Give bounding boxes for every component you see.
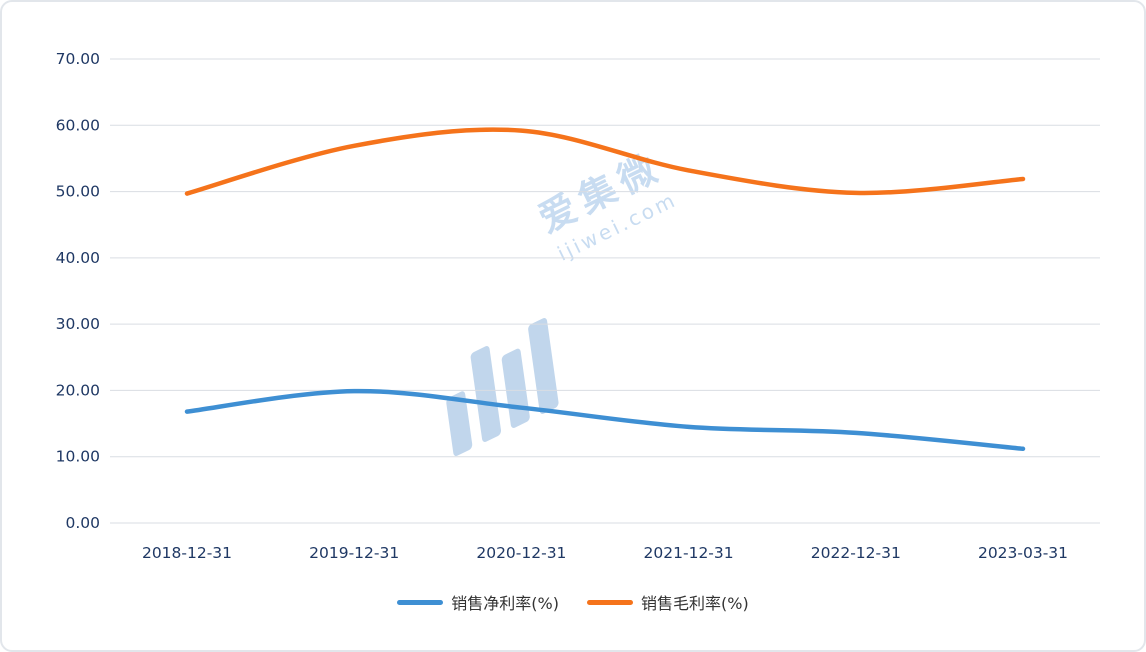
x-axis-tick-label: 2018-12-31 (142, 544, 232, 562)
legend-item-net-margin[interactable]: 销售净利率(%) (397, 590, 559, 614)
y-axis-tick-label: 60.00 (56, 116, 100, 134)
y-axis-tick-label: 70.00 (56, 50, 100, 68)
y-axis-tick-label: 50.00 (56, 183, 100, 201)
y-axis-tick-label: 10.00 (56, 448, 100, 466)
legend-item-gross-margin[interactable]: 销售毛利率(%) (587, 590, 749, 614)
chart-legend: 销售净利率(%) 销售毛利率(%) (2, 590, 1144, 614)
y-axis-tick-label: 20.00 (56, 381, 100, 399)
x-axis-tick-label: 2023-03-31 (978, 544, 1068, 562)
legend-line-swatch (397, 599, 444, 605)
legend-label: 销售毛利率(%) (641, 594, 749, 613)
y-axis-tick-label: 30.00 (56, 315, 100, 333)
x-axis-tick-label: 2020-12-31 (476, 544, 566, 562)
legend-line-swatch (587, 599, 633, 605)
x-axis-tick-label: 2022-12-31 (811, 544, 901, 562)
y-axis-tick-label: 40.00 (56, 249, 100, 267)
y-axis-tick-label: 0.00 (65, 514, 100, 532)
legend-label: 销售净利率(%) (451, 594, 559, 613)
x-axis-tick-label: 2019-12-31 (309, 544, 399, 562)
series-line-gross-margin (184, 127, 1026, 196)
series-line-net-margin (184, 388, 1026, 452)
x-axis-tick-label: 2021-12-31 (644, 544, 734, 562)
